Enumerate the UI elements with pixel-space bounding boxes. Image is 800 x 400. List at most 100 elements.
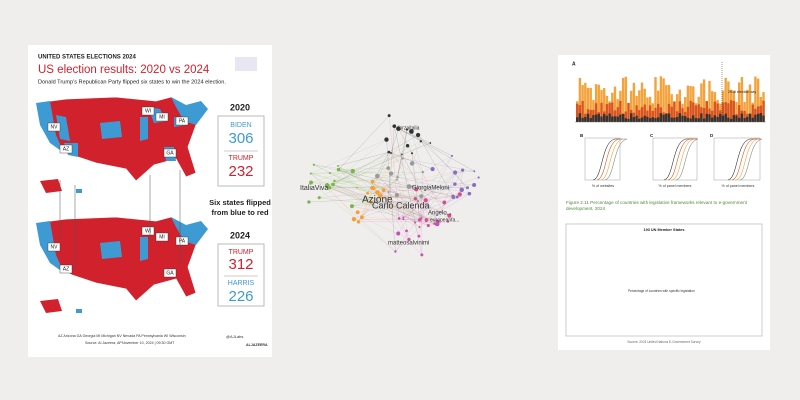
edge <box>398 128 431 144</box>
bar-inner <box>648 118 652 122</box>
bar-outer <box>675 94 679 122</box>
edge <box>395 221 427 252</box>
bar-mid <box>608 103 611 122</box>
votes: 226 <box>228 288 253 305</box>
state-tag <box>47 122 61 132</box>
edge <box>380 195 410 240</box>
edge <box>338 169 418 202</box>
edge <box>372 181 420 228</box>
edge <box>310 173 381 196</box>
bar-mid <box>732 101 735 122</box>
bar-outer <box>756 78 760 122</box>
cdf-curve <box>671 138 697 181</box>
bar-inner <box>578 113 582 122</box>
node <box>356 220 361 224</box>
bar-inner <box>762 115 765 122</box>
edge <box>357 194 460 213</box>
bar-mid <box>762 100 765 122</box>
year-label: 2024 <box>230 230 250 240</box>
bar-inner <box>592 115 595 122</box>
bar-inner <box>630 113 633 122</box>
node <box>402 216 405 219</box>
state-tag <box>155 112 169 122</box>
edge <box>338 169 372 203</box>
bar-outer <box>640 82 644 122</box>
edge <box>308 196 422 203</box>
bar-inner <box>702 118 706 122</box>
bar-inner <box>659 113 663 122</box>
state-tag <box>163 148 177 158</box>
state-label: PA <box>179 239 186 245</box>
bar-inner <box>643 115 646 122</box>
bar-mid <box>675 111 679 122</box>
bar-outer <box>711 91 714 122</box>
bar-mid <box>692 102 695 122</box>
bar-inner <box>719 113 722 122</box>
edge <box>372 181 422 197</box>
edge <box>398 128 413 154</box>
edge <box>310 170 353 174</box>
bar-mid <box>616 107 619 122</box>
edge <box>310 154 402 183</box>
bar-mid <box>743 110 746 122</box>
node <box>407 237 411 242</box>
bar-mid <box>611 102 614 122</box>
legend: AZ Arizona GA Georgia MI Michigan NV Nev… <box>58 334 186 338</box>
edge <box>421 196 423 255</box>
bar-outer <box>630 90 633 122</box>
bar-outer <box>684 97 687 122</box>
plot-frame <box>652 137 698 181</box>
hawaii <box>76 189 82 193</box>
edge <box>454 170 463 185</box>
edge <box>406 129 456 173</box>
bar-outer <box>746 89 749 122</box>
edge <box>372 181 400 219</box>
edge <box>329 187 429 226</box>
edge <box>397 158 403 178</box>
node <box>394 193 399 198</box>
bar-inner <box>670 117 673 122</box>
edge <box>353 219 427 221</box>
edge <box>332 134 419 185</box>
bar-outer <box>665 85 668 122</box>
bar-mid <box>711 110 714 122</box>
bar-mid <box>648 105 652 122</box>
edge <box>386 139 419 202</box>
bar-inner <box>740 113 744 122</box>
bar-inner <box>624 118 627 122</box>
bar-outer <box>724 77 727 122</box>
bar-inner <box>708 114 711 122</box>
bar-mid <box>589 109 592 122</box>
state-tag <box>175 236 189 246</box>
edge <box>327 185 397 196</box>
bar-outer <box>667 84 671 122</box>
edge <box>310 182 396 252</box>
edge <box>403 200 426 218</box>
bar-mid <box>638 110 641 122</box>
node <box>401 157 404 160</box>
edge <box>411 153 449 222</box>
bar-mid <box>686 106 690 122</box>
cdf-curve <box>675 138 699 181</box>
blue-mid <box>100 241 122 259</box>
bar-mid <box>635 105 638 122</box>
node <box>386 166 391 171</box>
bar-outer <box>659 76 663 122</box>
bar-outer <box>578 77 582 122</box>
edge <box>334 167 389 182</box>
brand: ALJAZEERA <box>246 343 268 347</box>
edge <box>426 193 470 221</box>
node <box>477 176 480 179</box>
edge <box>327 185 438 222</box>
node <box>396 126 401 131</box>
bar-mid <box>713 101 717 122</box>
bar-inner <box>694 118 698 122</box>
bar-outer <box>597 84 600 122</box>
map-2020: NV AZ WI MI PA GA <box>35 96 209 193</box>
node <box>419 140 423 143</box>
bar-inner <box>756 113 760 122</box>
edge <box>403 183 455 218</box>
edge <box>388 152 445 204</box>
cdf-curve <box>727 138 760 181</box>
